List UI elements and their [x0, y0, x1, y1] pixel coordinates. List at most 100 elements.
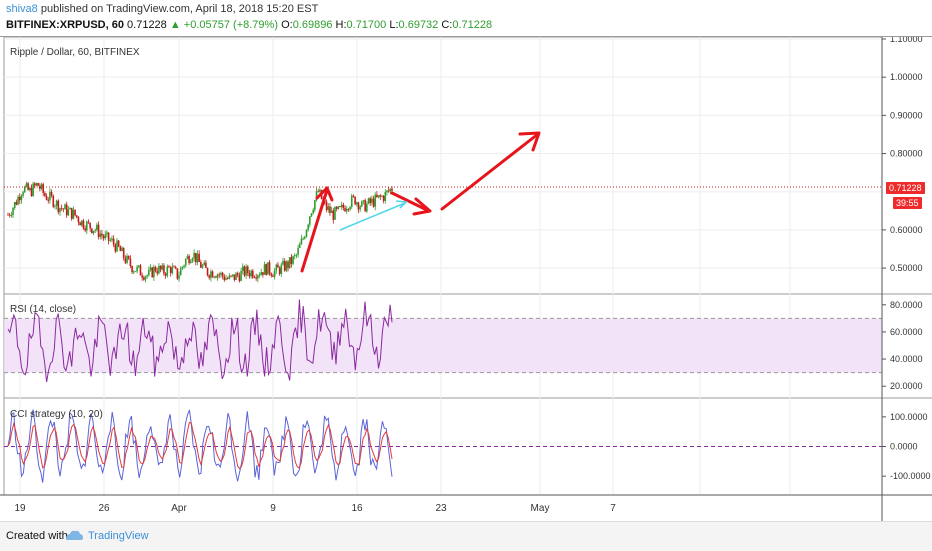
candle-body [106, 232, 108, 235]
candle-body [184, 258, 187, 266]
candle-body [57, 200, 60, 213]
candle-body [314, 200, 316, 210]
candle-body [325, 201, 328, 211]
candle-body [116, 240, 118, 252]
candle-body [131, 265, 133, 273]
candle-body [122, 247, 125, 259]
candle-body [107, 232, 110, 241]
price-axis-label: 1.10000 [890, 37, 923, 44]
low-value: 0.69732 [398, 19, 439, 31]
candle-body [45, 196, 48, 200]
open-value: 0.69896 [292, 19, 333, 31]
created-with-text: Created with [6, 530, 68, 542]
low-label: L: [389, 19, 399, 31]
candle-body [211, 271, 214, 278]
countdown-tag: 39:55 [893, 197, 922, 209]
tradingview-brand-link[interactable]: TradingView [88, 530, 149, 542]
candle-body [243, 266, 246, 276]
chart-canvas[interactable]: 19 26 Apr 9 16 23 May 7 1.10000 1.00000 0.90000 0.8… [0, 37, 932, 521]
candle-body [277, 264, 279, 268]
candle-body [374, 194, 377, 207]
candle-body [84, 228, 86, 231]
candle-body [369, 198, 372, 203]
candle-body [168, 266, 170, 268]
candle-body [262, 272, 264, 275]
rsi-band [4, 318, 882, 373]
candle-body [292, 256, 294, 264]
footer-bar: Created with TradingView [0, 521, 932, 551]
candle-body [134, 271, 137, 273]
candle-body [86, 221, 88, 231]
candle-body [366, 203, 368, 212]
candle-body [124, 258, 127, 263]
candle-body [309, 216, 311, 225]
candle-body [361, 201, 363, 207]
candle-body [146, 275, 148, 277]
candle-body [272, 275, 274, 277]
price-axis-label: 0.90000 [890, 110, 923, 120]
candle-body [268, 262, 271, 274]
candle-body [367, 198, 370, 204]
candle-body [158, 265, 160, 274]
chart-area[interactable]: 19 26 Apr 9 16 23 May 7 1.10000 1.00000 0.90000 0.8… [0, 36, 932, 521]
candle-body [114, 244, 117, 252]
candle-body [382, 196, 385, 201]
candle-body [218, 274, 221, 276]
price-change: ▲ +0.05757 (+8.79%) [169, 19, 278, 31]
candle-body [312, 209, 314, 214]
candle-body [215, 276, 217, 278]
candle-body [34, 183, 36, 186]
candle-body [139, 265, 142, 276]
candle-body [206, 267, 209, 276]
candle-body [97, 224, 100, 237]
candle-body [287, 261, 289, 268]
cci-axis-label: -100.0000 [890, 471, 931, 481]
candle-body [352, 195, 355, 197]
symbol-info-line: BITFINEX:XRPUSD, 60 0.71228 ▲ +0.05757 (… [6, 19, 492, 31]
rsi-axis-label: 80.0000 [890, 300, 923, 310]
candle-body [386, 190, 388, 193]
candle-body [17, 196, 19, 205]
time-axis-label: 23 [435, 503, 447, 514]
candle-body [252, 270, 254, 278]
candle-body [387, 190, 390, 192]
last-price: 0.71228 [127, 19, 167, 31]
candle-body [283, 260, 286, 271]
price-axis-label: 0.60000 [890, 225, 923, 235]
cci-line [7, 409, 393, 483]
candle-body [60, 207, 63, 209]
candle-body [357, 202, 360, 210]
time-axis-label: 19 [14, 503, 26, 514]
time-axis-label: May [531, 503, 550, 514]
candle-body [23, 186, 26, 193]
candle-body [12, 208, 14, 216]
candle-body [240, 270, 242, 281]
candle-body [260, 272, 263, 276]
candle-body [228, 275, 231, 279]
tradingview-logo-icon[interactable] [64, 528, 84, 547]
candle-body [149, 267, 152, 270]
annotation-arrow-right [390, 191, 431, 213]
candle-body [344, 208, 346, 212]
candle-body [362, 200, 365, 202]
rsi-axis-label: 40.0000 [890, 354, 923, 364]
candle-body [191, 258, 194, 262]
candle-body [335, 207, 338, 209]
symbol-label[interactable]: BITFINEX:XRPUSD, 60 [6, 19, 124, 31]
candle-body [159, 265, 162, 270]
candle-body [210, 271, 212, 278]
candle-body [195, 252, 197, 263]
rsi-axis-label: 60.0000 [890, 327, 923, 337]
candle-body [70, 207, 73, 219]
candle-body [72, 209, 75, 219]
candle-body [183, 265, 185, 267]
candle-body [80, 220, 83, 226]
cci-axis-label: 0.0000 [890, 442, 918, 452]
candle-body [15, 202, 18, 205]
candle-body [200, 262, 202, 268]
candle-body [293, 255, 296, 257]
candle-body [151, 267, 154, 278]
candle-body [305, 229, 308, 238]
open-label: O: [281, 19, 293, 31]
author-link[interactable]: shiva8 [6, 3, 38, 15]
